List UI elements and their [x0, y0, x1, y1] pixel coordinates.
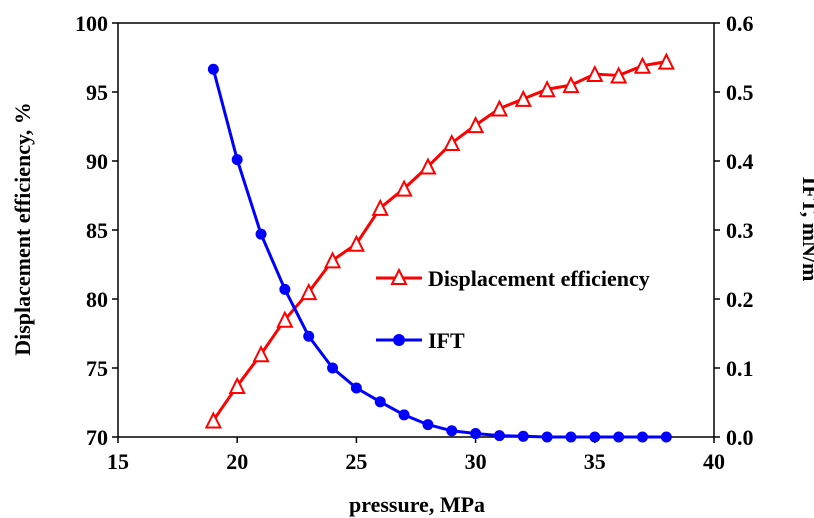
series-ift [207, 63, 672, 443]
right-y-axis-ticks: 0.0 0.1 0.2 0.3 0.4 0.5 0.6 [714, 11, 754, 450]
data-point-displacement-efficiency [371, 198, 389, 216]
data-point-ift [541, 431, 553, 443]
x-tick-label: 15 [107, 449, 129, 474]
data-point-displacement-efficiency [252, 344, 270, 363]
right-y-tick-label: 0.2 [726, 287, 754, 312]
series-line-displacement-efficiency [212, 60, 667, 422]
left-y-tick-label: 100 [75, 11, 108, 36]
data-point-ift [422, 419, 434, 431]
data-point-displacement-efficiency [395, 179, 413, 197]
left-y-tick-label: 75 [86, 356, 108, 381]
series-layer [204, 52, 675, 443]
data-point-displacement-efficiency [228, 376, 246, 394]
data-point-ift [446, 425, 458, 437]
data-point-displacement-efficiency [204, 411, 222, 429]
data-point-displacement-efficiency [276, 310, 294, 328]
data-point-ift [350, 382, 362, 394]
right-y-tick-label: 0.3 [726, 218, 754, 243]
left-y-tick-label: 95 [86, 80, 108, 105]
data-point-displacement-efficiency [538, 80, 556, 98]
left-y-tick-label: 70 [86, 425, 108, 450]
data-point-displacement-efficiency [610, 66, 628, 84]
x-tick-label: 25 [345, 449, 367, 474]
x-tick-label: 20 [226, 449, 248, 474]
data-point-ift [398, 409, 410, 421]
data-point-ift [660, 431, 672, 443]
data-point-ift [493, 430, 505, 442]
data-point-ift [303, 330, 315, 342]
data-point-displacement-efficiency [419, 157, 437, 175]
data-point-ift [613, 431, 625, 443]
data-point-displacement-efficiency [514, 89, 532, 107]
right-y-tick-label: 0.5 [726, 80, 754, 105]
plot-area [117, 22, 715, 438]
series-line-ift [211, 68, 667, 439]
data-point-ift [636, 431, 648, 443]
right-y-tick-label: 0.4 [726, 149, 754, 174]
data-point-ift [207, 63, 219, 75]
data-point-ift [517, 430, 529, 442]
data-point-displacement-efficiency [300, 282, 318, 301]
left-y-axis-title: Displacement efficiency, % [10, 102, 35, 356]
legend: Displacement efficiency IFT [376, 266, 650, 353]
right-y-tick-label: 0.1 [726, 356, 754, 381]
data-point-displacement-efficiency [562, 75, 580, 94]
data-point-displacement-efficiency [490, 99, 509, 117]
data-point-ift [470, 428, 482, 440]
right-y-tick-label: 0.0 [726, 425, 754, 450]
left-y-tick-label: 80 [86, 287, 108, 312]
data-point-displacement-efficiency [657, 52, 675, 70]
data-point-ift [231, 154, 243, 166]
data-point-displacement-efficiency [466, 115, 485, 134]
data-point-displacement-efficiency [586, 64, 604, 83]
data-point-ift [327, 362, 339, 374]
x-tick-label: 35 [584, 449, 606, 474]
plot-border [117, 22, 715, 438]
x-tick-label: 40 [703, 449, 725, 474]
data-point-ift [589, 431, 601, 443]
x-axis-title: pressure, MPa [349, 492, 485, 517]
data-point-ift [374, 396, 386, 408]
legend-marker-ift [393, 334, 405, 346]
left-y-tick-label: 90 [86, 149, 108, 174]
legend-item-ift: IFT [376, 328, 465, 353]
data-point-displacement-efficiency [633, 56, 652, 74]
left-y-tick-label: 85 [86, 218, 108, 243]
legend-label-displacement-efficiency: Displacement efficiency [428, 266, 650, 291]
right-y-tick-label: 0.6 [726, 11, 754, 36]
data-point-ift [279, 283, 291, 295]
data-point-ift [565, 431, 577, 443]
series-displacement-efficiency [204, 52, 675, 429]
data-point-displacement-efficiency [323, 251, 342, 269]
legend-marker-displacement-efficiency [390, 267, 408, 285]
x-tick-label: 30 [465, 449, 487, 474]
data-point-ift [255, 228, 267, 240]
data-point-displacement-efficiency [443, 133, 461, 152]
data-point-displacement-efficiency [347, 234, 366, 252]
legend-item-displacement-efficiency: Displacement efficiency [376, 266, 650, 291]
legend-label-ift: IFT [428, 328, 465, 353]
right-y-axis-title: IFT, mN/m [798, 177, 814, 282]
x-axis-ticks: 15 20 25 30 35 40 [107, 437, 725, 474]
left-y-axis-ticks: 70 75 80 85 90 95 100 [75, 11, 118, 450]
